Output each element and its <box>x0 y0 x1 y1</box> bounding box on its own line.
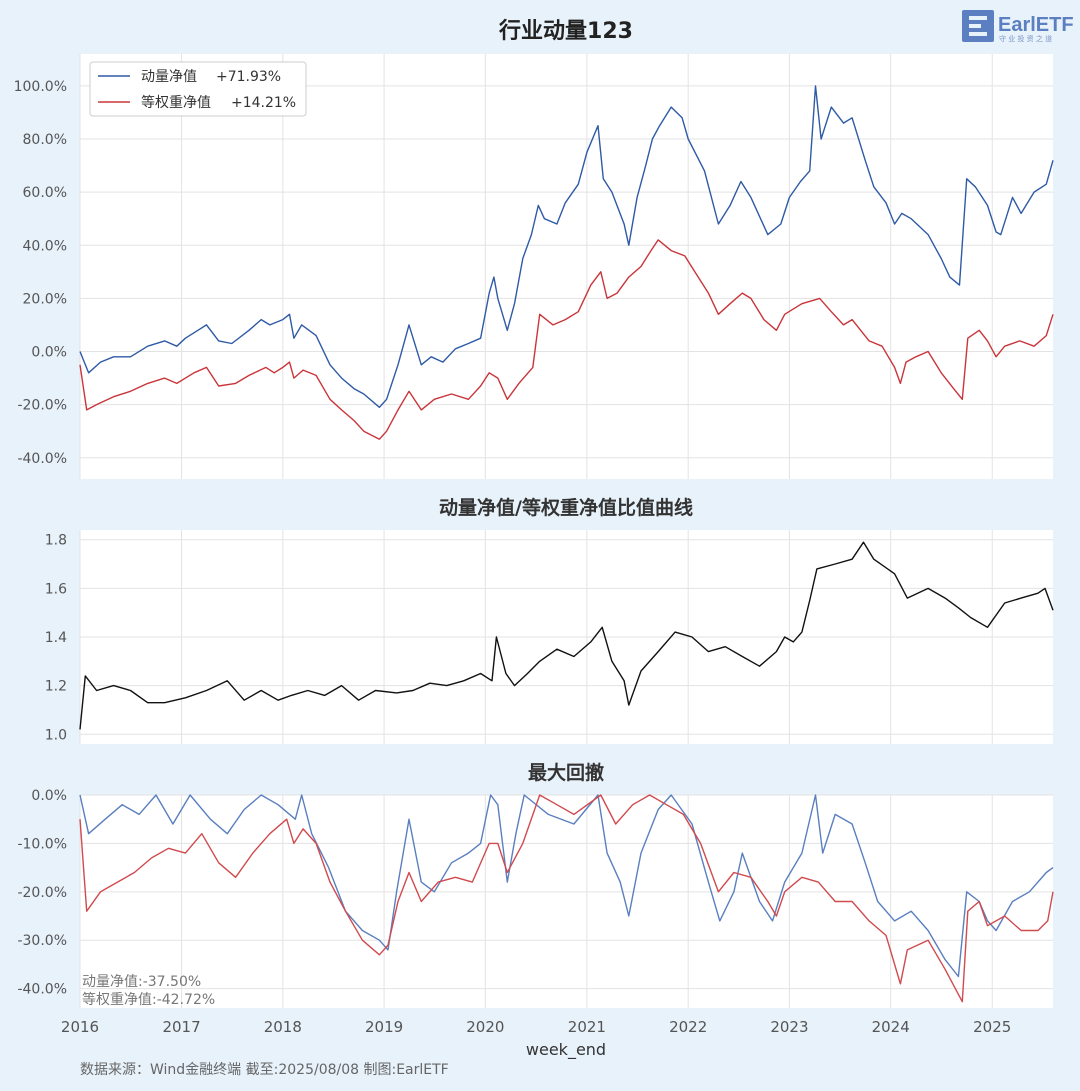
series-line-equal-weight <box>79 239 1054 440</box>
y-tick-label: 1.6 <box>45 581 67 597</box>
logo-text: EarlETF <box>998 14 1074 36</box>
legend-value-momentum: +71.93% <box>216 69 281 85</box>
y-tick-label: 1.0 <box>45 727 67 743</box>
earletf-logo: EarlETF 守 业 投 资 之 道 <box>962 10 1074 43</box>
y-tick-label: -10.0% <box>17 836 67 852</box>
series-line-momentum <box>79 85 1054 408</box>
x-tick-label: 2021 <box>568 1018 606 1036</box>
x-tick-label: 2018 <box>264 1018 302 1036</box>
legend: 动量净值 +71.93% 等权重净值 +14.21% <box>89 61 307 117</box>
y-tick-label: 0.0% <box>31 788 67 804</box>
drawdown-chart-title: 最大回撤 <box>528 761 604 784</box>
y-tick-label: 1.2 <box>45 679 67 695</box>
legend-value-equal-weight: +14.21% <box>231 95 296 111</box>
y-tick-label: 40.0% <box>23 238 67 254</box>
series-line-momentum <box>79 794 1054 978</box>
y-tick-label: -30.0% <box>17 933 67 949</box>
x-tick-label: 2020 <box>466 1018 504 1036</box>
y-tick-label: -20.0% <box>17 885 67 901</box>
y-tick-label: 1.8 <box>45 533 67 549</box>
y-tick-label: -40.0% <box>17 982 67 998</box>
y-tick-label: 100.0% <box>14 79 67 95</box>
drawdown-plot-area <box>80 795 1053 1008</box>
x-tick-label: 2023 <box>770 1018 808 1036</box>
drawdown-note-momentum: 动量净值:-37.50% <box>82 974 201 990</box>
ratio-chart-title: 动量净值/等权重净值比值曲线 <box>439 496 693 519</box>
y-tick-label: 60.0% <box>23 185 67 201</box>
legend-label-momentum: 动量净值 <box>141 69 197 85</box>
logo-tagline: 守 业 投 资 之 道 <box>999 34 1052 43</box>
x-tick-label: 2019 <box>365 1018 403 1036</box>
x-tick-label: 2024 <box>872 1018 910 1036</box>
x-tick-label: 2025 <box>973 1018 1011 1036</box>
nav-plot-area <box>80 54 1053 479</box>
y-tick-label: 1.4 <box>45 630 67 646</box>
series-line-equal-weight <box>79 794 1054 1003</box>
main-chart-title: 行业动量123 <box>498 18 633 44</box>
drawdown-note-equal-weight: 等权重净值:-42.72% <box>82 991 215 1008</box>
x-tick-label: 2022 <box>669 1018 707 1036</box>
legend-label-equal-weight: 等权重净值 <box>141 94 211 111</box>
y-tick-label: -40.0% <box>17 451 67 467</box>
series-line-ratio <box>79 541 1054 730</box>
y-tick-label: 0.0% <box>31 345 67 361</box>
x-axis-label: week_end <box>526 1040 606 1060</box>
y-tick-label: 80.0% <box>23 132 67 148</box>
x-tick-label: 2016 <box>61 1018 99 1036</box>
y-tick-label: 20.0% <box>23 291 67 307</box>
x-tick-label: 2017 <box>162 1018 200 1036</box>
y-tick-label: -20.0% <box>17 398 67 414</box>
data-source-note: 数据来源：Wind金融终端 截至:2025/08/08 制图:EarlETF <box>80 1062 449 1078</box>
